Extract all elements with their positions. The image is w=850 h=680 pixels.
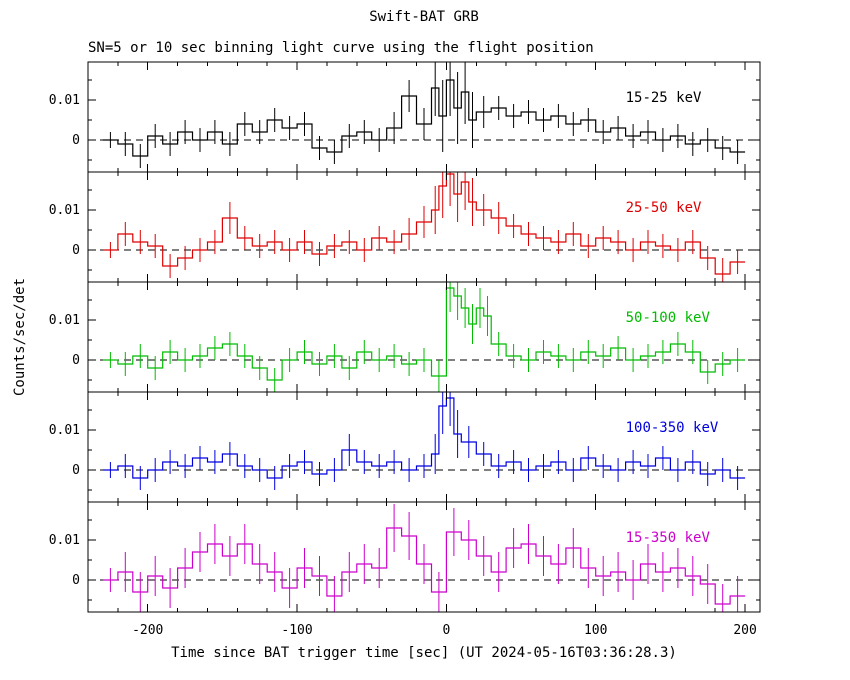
y-tick-label: 0 (72, 353, 80, 368)
band-label-15-25-kev: 15-25 keV (626, 90, 702, 106)
band-label-50-100-kev: 50-100 keV (626, 310, 711, 326)
band-label-100-350-kev: 100-350 keV (626, 420, 719, 436)
y-axis-label: Counts/sec/det (12, 277, 28, 397)
y-tick-label: 0 (72, 573, 80, 588)
panel-100-350-kev: 0 0.01 100-350 keV (49, 391, 761, 503)
chart-subtitle: SN=5 or 10 sec binning light curve using… (88, 40, 594, 56)
light-curve-100-350-kev (102, 392, 746, 490)
panel-frame (87, 281, 761, 393)
panel-frame (87, 501, 761, 613)
panel-15-25-kev: 0 0.01 15-25 keV (49, 61, 761, 173)
panel-50-100-kev: 0 0.01 50-100 keV (49, 281, 761, 393)
x-tick-label: 100 (584, 623, 607, 638)
chart-title: Swift-BAT GRB (369, 9, 479, 25)
x-tick-label: 200 (733, 623, 756, 638)
light-curve-15-25-kev (102, 62, 746, 168)
y-tick-label: 0 (72, 243, 80, 258)
y-tick-label: 0.01 (49, 313, 80, 328)
panel-15-350-kev: 0 0.01 15-350 keV (49, 501, 761, 613)
panel-frame (87, 391, 761, 503)
y-tick-label: 0.01 (49, 93, 80, 108)
x-axis-label: Time since BAT trigger time [sec] (UT 20… (171, 645, 677, 661)
y-tick-label: 0 (72, 463, 80, 478)
y-tick-label: 0.01 (49, 533, 80, 548)
y-tick-label: 0 (72, 133, 80, 148)
y-tick-label: 0.01 (49, 423, 80, 438)
x-tick-label: 0 (442, 623, 450, 638)
light-curve-15-350-kev (102, 504, 746, 612)
panel-25-50-kev: 0 0.01 25-50 keV (49, 171, 761, 283)
light-curve-25-50-kev (102, 172, 746, 282)
x-tick-label: -200 (132, 623, 163, 638)
light-curve-50-100-kev (102, 282, 746, 392)
band-label-15-350-kev: 15-350 keV (626, 530, 711, 546)
y-tick-label: 0.01 (49, 203, 80, 218)
x-tick-label: -100 (281, 623, 312, 638)
band-label-25-50-kev: 25-50 keV (626, 200, 702, 216)
